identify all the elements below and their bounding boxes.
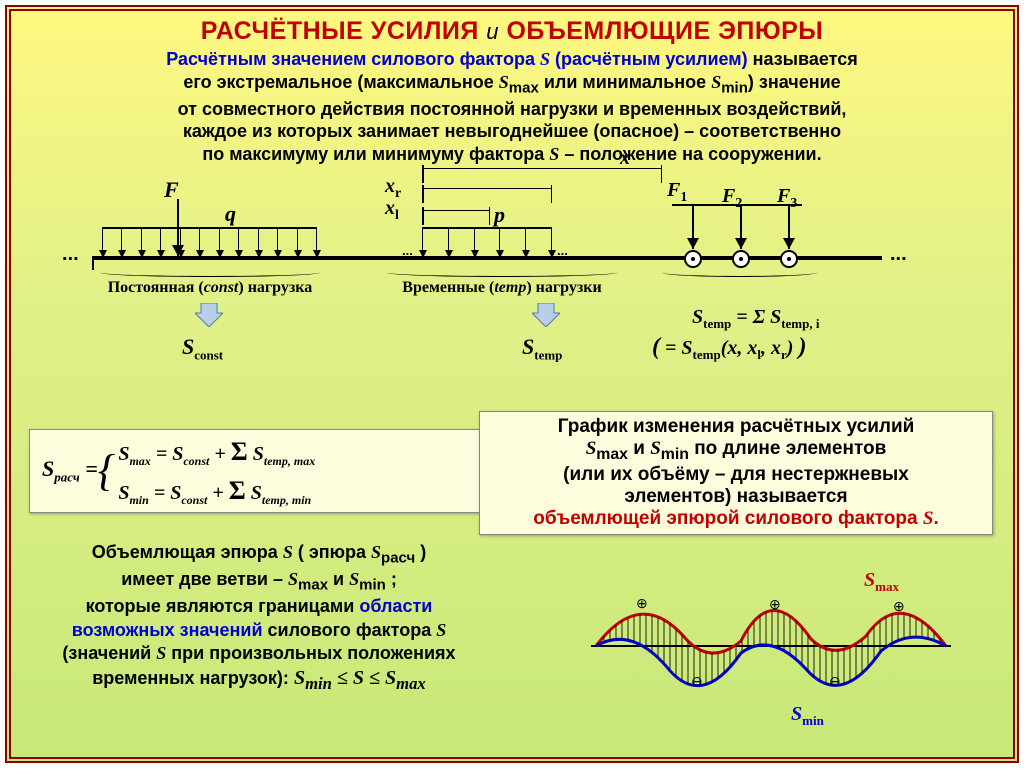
def-l1c: называется (748, 49, 858, 69)
formula-S-rasch: Sрасч = { Smax = Sconst + Σ Stemp, max S… (29, 429, 485, 513)
label-x: x (620, 147, 630, 170)
svg-text:⊖: ⊖ (829, 673, 841, 689)
beam-diagram: ... ... F q ... ... p xl xr (52, 171, 972, 376)
page-title: РАСЧЁТНЫЕ УСИЛИЯ и ОБЪЕМЛЮЩИЕ ЭПЮРЫ (11, 11, 1013, 48)
env-smax: Smax (864, 569, 899, 595)
title-and: и (486, 19, 499, 44)
dots-left: ... (62, 243, 79, 266)
def-l3: от совместного действия постоянной нагру… (178, 99, 847, 119)
def-l1b: (расчётным усилием) (550, 49, 748, 69)
yb-l2: Smax и Smin по длине элементов (486, 438, 986, 464)
dim-xl (422, 210, 490, 211)
label-p: p (494, 202, 505, 228)
label-q: q (225, 201, 236, 227)
label-F2: F2 (722, 185, 742, 212)
dots-right: ... (890, 243, 907, 266)
title-p1: РАСЧЁТНЫЕ УСИЛИЯ (201, 17, 479, 45)
svg-text:⊖: ⊖ (691, 673, 703, 689)
inner-frame: РАСЧЁТНЫЕ УСИЛИЯ и ОБЪЕМЛЮЩИЕ ЭПЮРЫ Расч… (9, 9, 1015, 759)
eq-Stemp-fn: ( = Stemp(x, xl, xr) ) (652, 334, 806, 363)
force-F1 (692, 204, 694, 249)
yb-l4: элементов) называется (486, 486, 986, 508)
label-F3: F3 (777, 185, 797, 212)
outer-frame: РАСЧЁТНЫЕ УСИЛИЯ и ОБЪЕМЛЮЩИЕ ЭПЮРЫ Расч… (5, 5, 1019, 763)
dim-xr (422, 188, 552, 189)
title-p2: ОБЪЕМЛЮЩИЕ ЭПЮРЫ (506, 17, 823, 45)
svg-text:⊕: ⊕ (893, 598, 905, 614)
brace-temp-2 (662, 268, 817, 279)
yb-l1: График изменения расчётных усилий (486, 416, 986, 438)
label-Stemp: Stemp (522, 334, 562, 363)
arrow-const (195, 303, 223, 327)
label-Sconst: Sconst (182, 334, 223, 363)
bottom-text: Объемлющая эпюра S ( эпюра Sрасч ) имеет… (29, 541, 489, 695)
envelope-diagram: ⊕ ⊕ ⊕ ⊖ ⊖ (571, 571, 971, 721)
def-l2c: ) значение (748, 72, 841, 92)
label-F1: F1 (667, 179, 687, 206)
node-3 (780, 250, 798, 268)
load-p (422, 227, 552, 258)
force-F (177, 199, 179, 256)
yb-l3: (или их объёму – для нестержневых (486, 464, 986, 486)
label-F: F (164, 177, 179, 203)
dots-p-r: ... (557, 243, 568, 258)
definition-text: Расчётным значением силового фактора S (… (11, 48, 1013, 169)
env-smin: Smin (791, 703, 824, 729)
def-l2b: или минимальное (539, 72, 711, 92)
yellow-definition-box: График изменения расчётных усилий Smax и… (479, 411, 993, 535)
node-1 (684, 250, 702, 268)
svg-text:⊕: ⊕ (636, 595, 648, 611)
def-l1a: Расчётным значением силового фактора (166, 49, 540, 69)
brace-temp-1: Временные (temp) нагрузки (387, 268, 617, 297)
eq-Stemp-sum: Stemp = Σ Stemp, i (692, 306, 819, 332)
def-l5a: по максимуму или минимуму фактора (202, 144, 549, 164)
load-q (102, 227, 317, 258)
svg-text:⊕: ⊕ (769, 596, 781, 612)
def-l4: каждое из которых занимает невыгоднейшее… (183, 121, 841, 141)
def-l2a: его экстремальное (максимальное (183, 72, 498, 92)
yb-l5: объемлющей эпюрой силового фактора S. (486, 508, 986, 530)
arrow-temp (532, 303, 560, 327)
dots-p-l: ... (402, 243, 413, 258)
brace-const: Постоянная (const) нагрузка (100, 268, 320, 297)
def-l5b: – положение на сооружении. (559, 144, 821, 164)
node-2 (732, 250, 750, 268)
label-xr: xr (385, 175, 401, 202)
